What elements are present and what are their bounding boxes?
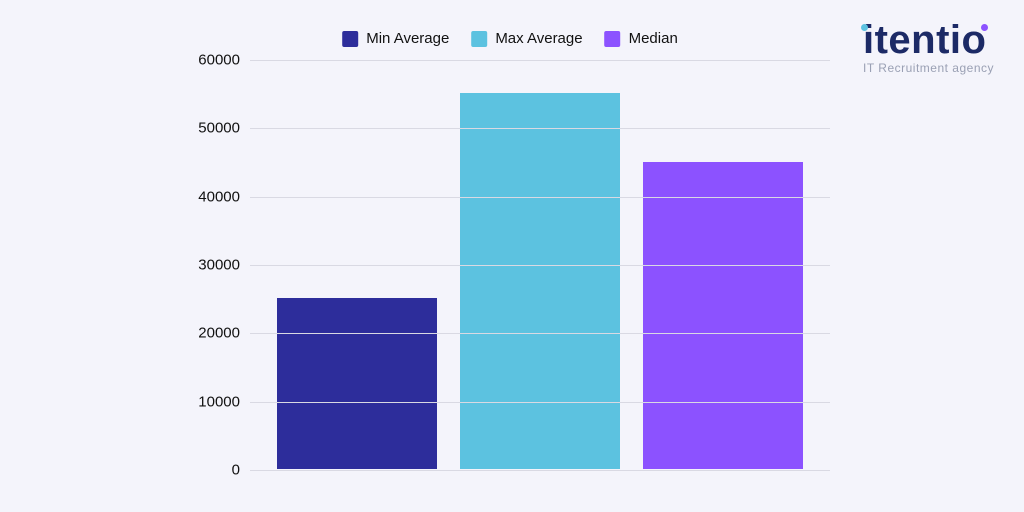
logo-dot-icon: [981, 24, 988, 31]
legend-item: Max Average: [471, 30, 582, 47]
chart-bar: [277, 298, 437, 469]
chart-gridline: [250, 128, 830, 129]
y-axis-label: 60000: [170, 52, 240, 69]
chart-gridline: [250, 60, 830, 61]
chart-gridline: [250, 265, 830, 266]
logo-tagline: IT Recruitment agency: [863, 62, 994, 74]
chart-bar: [643, 162, 803, 470]
legend-label: Min Average: [366, 30, 449, 47]
legend-item: Median: [605, 30, 678, 47]
y-axis-label: 20000: [170, 325, 240, 342]
legend-label: Median: [629, 30, 678, 47]
legend-label: Max Average: [495, 30, 582, 47]
legend-swatch-icon: [471, 31, 487, 47]
chart-gridline: [250, 197, 830, 198]
legend-item: Min Average: [342, 30, 449, 47]
legend-swatch-icon: [605, 31, 621, 47]
chart-bar: [460, 93, 620, 469]
chart-gridline: [250, 333, 830, 334]
logo-text: itentio: [863, 18, 986, 62]
logo-dot-icon: [861, 24, 868, 31]
y-axis-label: 30000: [170, 257, 240, 274]
legend-swatch-icon: [342, 31, 358, 47]
y-axis-label: 10000: [170, 393, 240, 410]
brand-logo: itentio IT Recruitment agency: [863, 20, 994, 74]
chart-gridline: [250, 402, 830, 403]
y-axis-label: 0: [170, 462, 240, 479]
chart-plot-area: 0100002000030000400005000060000: [250, 60, 830, 470]
y-axis-label: 40000: [170, 188, 240, 205]
chart-legend: Min Average Max Average Median: [342, 30, 678, 47]
salary-bar-chart: Min Average Max Average Median 01000020000…: [190, 30, 830, 490]
chart-gridline: [250, 470, 830, 471]
y-axis-label: 50000: [170, 120, 240, 137]
